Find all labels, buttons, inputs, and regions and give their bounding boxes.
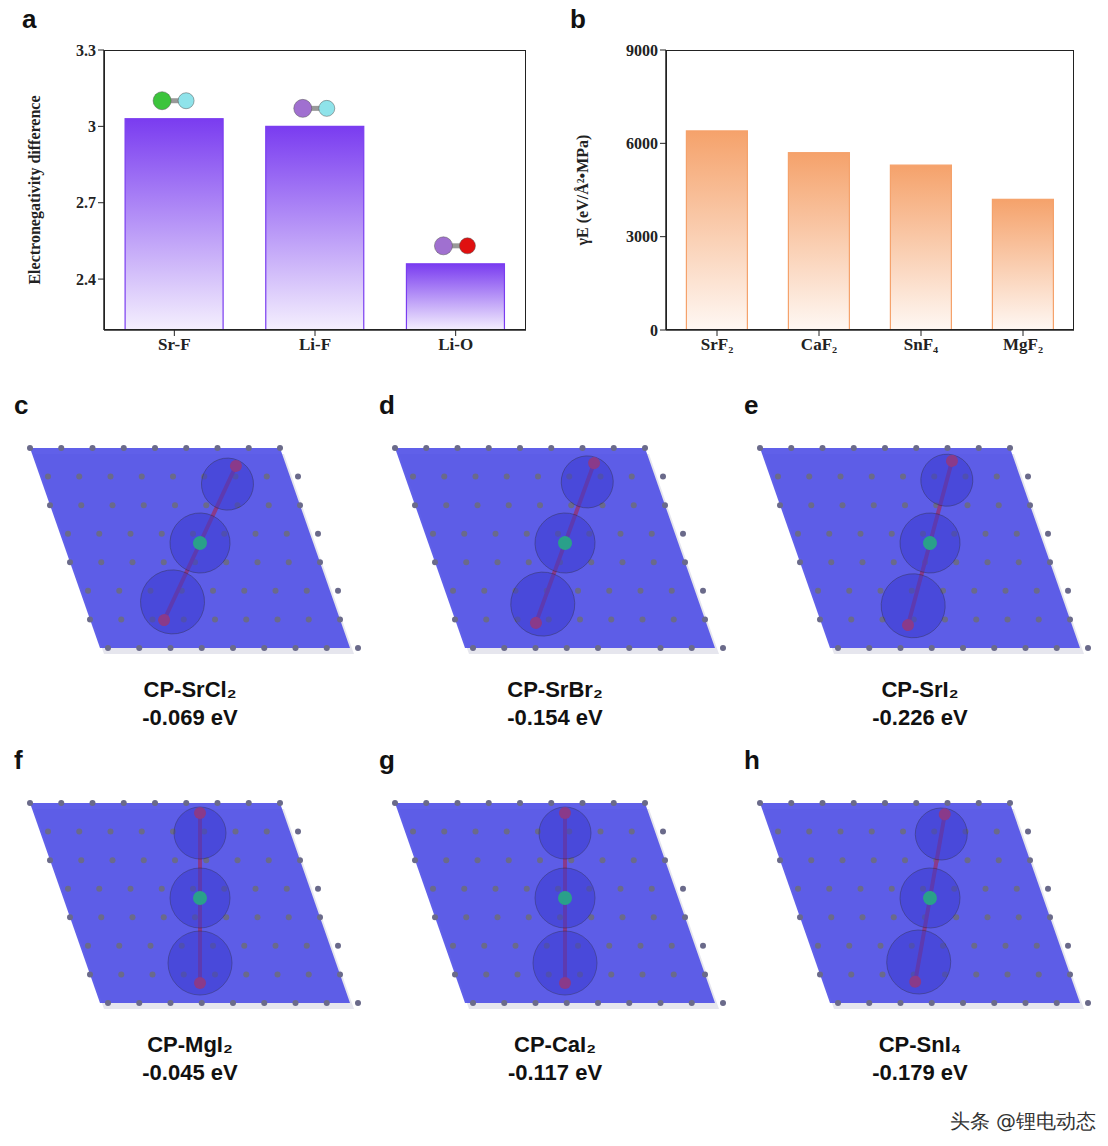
svg-text:SnF₄: SnF₄ <box>904 335 938 354</box>
html-text:-0.045 eV: -0.045 eV <box>142 1060 238 1085</box>
html-text:-0.179 eV: -0.179 eV <box>872 1060 968 1085</box>
html-text:CP-SrBr₂: CP-SrBr₂ <box>507 677 603 702</box>
svg-text:CaF₂: CaF₂ <box>801 335 837 354</box>
html-text:头条 @锂电动态: 头条 @锂电动态 <box>949 1109 1096 1133</box>
svg-text:Li-O: Li-O <box>438 335 473 354</box>
html-text:-0.226 eV: -0.226 eV <box>872 705 968 730</box>
html-text:-0.117 eV: -0.117 eV <box>507 1060 603 1085</box>
svg-text:Li-F: Li-F <box>299 335 331 354</box>
svg-text:9000: 9000 <box>626 42 658 59</box>
svg-text:0: 0 <box>650 322 658 339</box>
html-text:-0.154 eV: -0.154 eV <box>507 705 603 730</box>
svg-text:6000: 6000 <box>626 135 658 152</box>
html-text:f: f <box>14 745 23 775</box>
html-text:b: b <box>570 4 586 34</box>
html-text:-0.069 eV: -0.069 eV <box>142 705 238 730</box>
html-text:CP-CaI₂: CP-CaI₂ <box>514 1032 596 1057</box>
svg-text:Electronegativity difference: Electronegativity difference <box>26 95 44 284</box>
svg-text:2.7: 2.7 <box>76 194 96 211</box>
html-text:e: e <box>744 390 759 420</box>
html-text:CP-MgI₂: CP-MgI₂ <box>147 1032 233 1057</box>
html-text:CP-SrCl₂: CP-SrCl₂ <box>143 677 237 702</box>
svg-text:Sr-F: Sr-F <box>158 335 190 354</box>
svg-text:3: 3 <box>88 118 96 135</box>
svg-text:3.3: 3.3 <box>76 42 96 59</box>
html-text:CP-SnI₄: CP-SnI₄ <box>878 1032 962 1057</box>
html-text:CP-SrI₂: CP-SrI₂ <box>881 677 959 702</box>
html-text:a: a <box>22 4 37 34</box>
svg-text:SrF₂: SrF₂ <box>701 335 733 354</box>
svg-text:3000: 3000 <box>626 228 658 245</box>
svg-text:γE (eV/Å²•MPa): γE (eV/Å²•MPa) <box>574 135 592 247</box>
html-text:d: d <box>379 390 395 420</box>
svg-text:MgF₂: MgF₂ <box>1003 335 1043 354</box>
svg-text:2.4: 2.4 <box>76 271 96 288</box>
html-text:g: g <box>379 745 395 775</box>
html-text:h: h <box>744 745 760 775</box>
html-text:c: c <box>14 390 29 420</box>
